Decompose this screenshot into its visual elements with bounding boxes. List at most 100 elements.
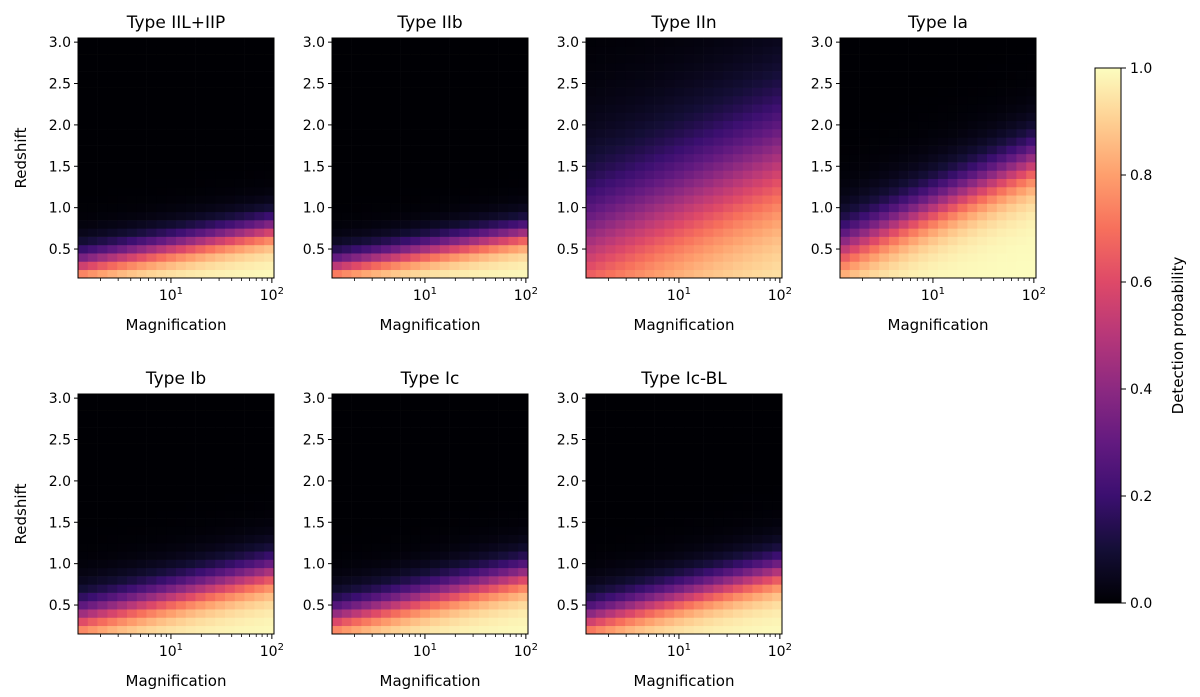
heatmap-cell	[156, 79, 167, 88]
heatmap-cell	[234, 120, 245, 130]
heatmap-cell	[840, 195, 851, 204]
heatmap-cell	[693, 509, 704, 519]
heatmap-cell	[713, 402, 724, 411]
heatmap-cell	[684, 153, 695, 163]
heatmap-cell	[449, 592, 460, 602]
heatmap-cell	[371, 261, 382, 271]
heatmap-cell	[371, 402, 382, 411]
heatmap-cell	[840, 186, 851, 196]
heatmap-cell	[928, 269, 939, 279]
heatmap-cell	[733, 600, 744, 610]
heatmap-cell	[381, 418, 392, 428]
heatmap-cell	[752, 38, 763, 47]
heatmap-cell	[479, 54, 490, 64]
heatmap-cell	[518, 435, 529, 444]
heatmap-cell	[693, 195, 704, 204]
heatmap-cell	[127, 468, 138, 478]
heatmap-cell	[127, 203, 138, 213]
heatmap-cell	[635, 443, 646, 453]
heatmap-cell	[488, 211, 499, 221]
heatmap-cell	[742, 162, 753, 171]
heatmap-cell	[508, 79, 519, 88]
y-tick-label: 2.0	[557, 118, 579, 134]
heatmap-cell	[117, 195, 128, 204]
heatmap-cell	[459, 518, 470, 527]
heatmap-cell	[176, 253, 187, 262]
heatmap-cell	[215, 46, 226, 55]
heatmap-cell	[176, 451, 187, 461]
heatmap-cell	[341, 567, 352, 577]
heatmap-cell	[361, 551, 372, 560]
heatmap-cell	[449, 170, 460, 179]
heatmap-cell	[595, 153, 606, 163]
heatmap-cell	[146, 236, 157, 246]
heatmap-cell	[136, 228, 147, 237]
heatmap-cell	[215, 410, 226, 420]
heatmap-cell	[430, 211, 441, 221]
heatmap-cell	[684, 38, 695, 47]
heatmap-cell	[674, 79, 685, 88]
heatmap-cell	[117, 71, 128, 80]
heatmap-cell	[644, 526, 655, 535]
heatmap-cell	[87, 600, 98, 610]
heatmap-cell	[166, 112, 177, 122]
heatmap-cell	[449, 625, 460, 635]
heatmap-cell	[987, 253, 998, 262]
heatmap-cell	[723, 427, 734, 436]
heatmap-cell	[195, 211, 206, 221]
heatmap-cell	[78, 79, 89, 88]
heatmap-cell	[957, 120, 968, 130]
heatmap-cell	[459, 253, 470, 262]
heatmap-cell	[195, 170, 206, 179]
heatmap-cell	[605, 576, 616, 585]
heatmap-cell	[439, 493, 450, 502]
heatmap-cell	[390, 104, 401, 113]
heatmap-cell	[664, 220, 675, 229]
heatmap-cell	[859, 46, 870, 55]
heatmap-cell	[772, 625, 783, 635]
heatmap-cell	[166, 625, 177, 635]
heatmap-cell	[713, 46, 724, 55]
heatmap-cell	[78, 178, 89, 188]
heatmap-cell	[967, 170, 978, 179]
panel-title: Type Ib	[145, 369, 206, 389]
heatmap-cell	[215, 427, 226, 436]
heatmap-cell	[146, 87, 157, 97]
heatmap-cell	[733, 559, 744, 569]
heatmap-cell	[156, 71, 167, 80]
heatmap-cell	[752, 54, 763, 64]
heatmap-cell	[625, 625, 636, 635]
heatmap-cell	[439, 104, 450, 113]
heatmap-cell	[742, 435, 753, 444]
heatmap-cell	[772, 87, 783, 97]
heatmap-cell	[762, 120, 773, 130]
heatmap-cell	[605, 468, 616, 478]
heatmap-cell	[136, 600, 147, 610]
heatmap-cell	[117, 476, 128, 486]
heatmap-cell	[361, 534, 372, 544]
heatmap-cell	[762, 476, 773, 486]
heatmap-cell	[664, 79, 675, 88]
heatmap-cell	[185, 460, 196, 469]
heatmap-cell	[127, 485, 138, 494]
heatmap-cell	[351, 62, 362, 72]
heatmap-cell	[752, 625, 763, 635]
heatmap-cell	[176, 137, 187, 146]
heatmap-cell	[479, 129, 490, 138]
heatmap-cell	[664, 261, 675, 271]
heatmap-cell	[136, 87, 147, 97]
heatmap-cell	[390, 178, 401, 188]
heatmap-cell	[508, 54, 519, 64]
heatmap-cell	[225, 443, 236, 453]
heatmap-cell	[87, 178, 98, 188]
heatmap-cell	[733, 253, 744, 262]
heatmap-cell	[840, 79, 851, 88]
heatmap-cell	[752, 534, 763, 544]
heatmap-cell	[742, 145, 753, 155]
heatmap-cell	[586, 600, 597, 610]
heatmap-cell	[430, 261, 441, 271]
heatmap-cell	[469, 600, 480, 610]
heatmap-cell	[733, 269, 744, 279]
heatmap-cell	[87, 186, 98, 196]
